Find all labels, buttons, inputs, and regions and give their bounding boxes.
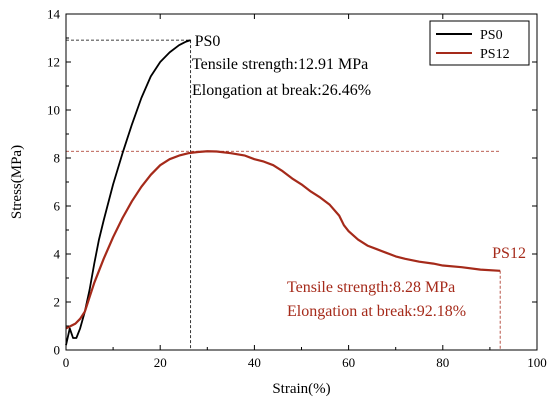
x-axis-title: Strain(%) [272,381,330,397]
axes: 0 20 40 60 80 100 0 2 4 6 8 10 12 14 Strain(%) Stress(M… [9,7,547,398]
series-line-ps12 [65,150,501,330]
annotations: PS0 Tensile strength:12.91 MPa Elongation … [192,33,526,320]
x-tick-label: 80 [436,355,449,370]
y-tick-label: 6 [54,199,61,214]
y-tick-label: 8 [54,151,61,166]
y-tick-label: 0 [54,343,61,358]
series-line-ps0 [65,39,191,346]
ps0-end-label: PS0 [195,33,221,50]
legend-label-ps12: PS12 [480,47,510,62]
legend-box [429,20,530,66]
ps12-end-label: PS12 [492,245,526,262]
x-tick-label: 0 [63,355,70,370]
y-tick-label: 12 [47,55,60,70]
legend-label-ps0: PS0 [480,28,503,43]
x-tick-label: 100 [527,355,547,370]
y-axis-title: Stress(MPa) [9,145,25,219]
ps0-tensile-strength: Tensile strength:12.91 MPa [192,56,368,73]
ps0-elongation: Elongation at break:26.46% [192,82,371,99]
y-tick-label: 10 [47,103,60,118]
x-tick-label: 20 [154,355,167,370]
ps12-elongation: Elongation at break:92.18% [287,303,466,320]
y-tick-label: 4 [54,247,61,262]
y-tick-label: 14 [47,7,61,22]
y-tick-label: 2 [54,295,61,310]
ps12-tensile-strength: Tensile strength:8.28 MPa [287,279,455,296]
legend: PS0 PS12 [429,20,530,66]
x-tick-label: 40 [248,355,261,370]
x-tick-label: 60 [342,355,355,370]
plot-area [65,39,501,350]
